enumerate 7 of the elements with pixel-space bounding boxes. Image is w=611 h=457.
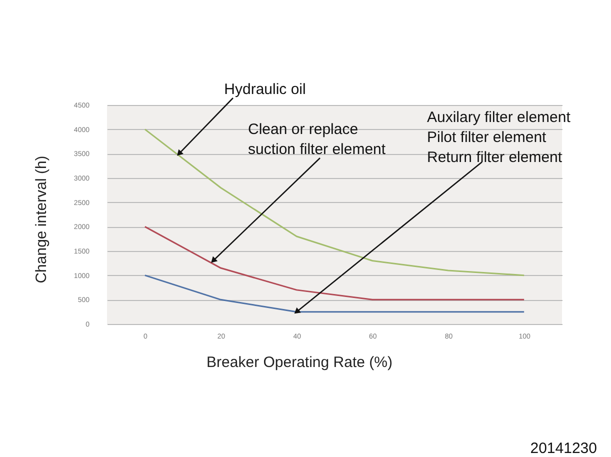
annotation: Hydraulic oil bbox=[224, 81, 306, 98]
annotation: Clean or replace suction filter element bbox=[248, 121, 386, 158]
y-axis-title: Change interval (h) bbox=[33, 156, 50, 284]
x-axis-title: Breaker Operating Rate (%) bbox=[206, 354, 392, 371]
text: 20141230 bbox=[530, 440, 597, 457]
line-series bbox=[144, 226, 525, 300]
annotation: Auxilary filter element Pilot filter element Return filter element bbox=[427, 109, 572, 166]
